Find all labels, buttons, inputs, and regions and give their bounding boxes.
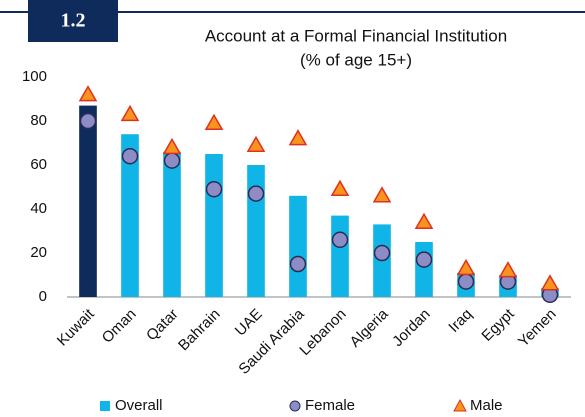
male-marker bbox=[330, 179, 350, 196]
x-tick-label: Kuwait bbox=[54, 305, 98, 349]
male-marker bbox=[414, 212, 434, 229]
male-marker bbox=[120, 104, 140, 122]
y-tick-label: 40 bbox=[30, 200, 47, 217]
x-tick-label: Jordan bbox=[389, 306, 433, 350]
male-marker bbox=[204, 113, 224, 130]
female-marker bbox=[163, 152, 181, 169]
x-tick-label: Iraq bbox=[445, 306, 475, 336]
x-tick-label: Bahrain bbox=[175, 306, 224, 355]
x-tick-label: Qatar bbox=[143, 306, 182, 345]
bar bbox=[79, 105, 97, 297]
legend-label: Overall bbox=[115, 397, 163, 414]
male-marker bbox=[498, 261, 518, 278]
legend-swatch bbox=[289, 400, 301, 412]
x-tick-label: Algeria bbox=[347, 305, 393, 351]
female-marker bbox=[79, 112, 97, 130]
male-marker bbox=[540, 274, 560, 291]
female-marker bbox=[457, 273, 475, 290]
male-marker bbox=[162, 137, 182, 155]
badge: 1.2 bbox=[61, 10, 86, 32]
badge-box bbox=[28, 0, 118, 42]
male-marker bbox=[246, 135, 266, 152]
chart-title: Account at a Formal Financial Institutio… bbox=[205, 26, 507, 45]
x-tick-label: Yemen bbox=[515, 306, 560, 351]
female-marker bbox=[373, 244, 391, 262]
x-tick-label: Oman bbox=[99, 306, 140, 347]
legend-swatch bbox=[100, 401, 110, 411]
bar bbox=[121, 134, 139, 297]
female-marker bbox=[247, 185, 265, 202]
x-tick-label: Egypt bbox=[478, 305, 518, 345]
bar bbox=[415, 242, 433, 297]
x-tick-label: UAE bbox=[232, 306, 266, 340]
legend-label: Male bbox=[470, 397, 503, 414]
y-tick-label: 60 bbox=[30, 156, 47, 173]
male-marker bbox=[456, 258, 476, 276]
female-marker bbox=[121, 147, 139, 165]
female-marker bbox=[205, 180, 223, 198]
legend-swatch bbox=[453, 398, 467, 412]
bar bbox=[289, 195, 307, 297]
male-marker bbox=[78, 85, 98, 102]
y-tick-label: 80 bbox=[30, 112, 47, 129]
bar bbox=[247, 165, 265, 297]
bar bbox=[331, 215, 349, 297]
bar bbox=[205, 154, 223, 297]
legend-label: Female bbox=[305, 397, 355, 414]
chart-subtitle: (% of age 15+) bbox=[300, 50, 412, 69]
female-marker bbox=[415, 251, 433, 268]
female-marker bbox=[289, 255, 307, 273]
y-tick-label: 20 bbox=[30, 244, 47, 261]
bar bbox=[163, 151, 181, 297]
y-tick-label: 100 bbox=[22, 68, 47, 85]
male-marker bbox=[372, 186, 392, 203]
y-tick-label: 0 bbox=[39, 288, 47, 305]
female-marker bbox=[331, 231, 349, 249]
male-marker bbox=[288, 129, 308, 146]
x-tick-label: Lebanon bbox=[296, 306, 349, 359]
